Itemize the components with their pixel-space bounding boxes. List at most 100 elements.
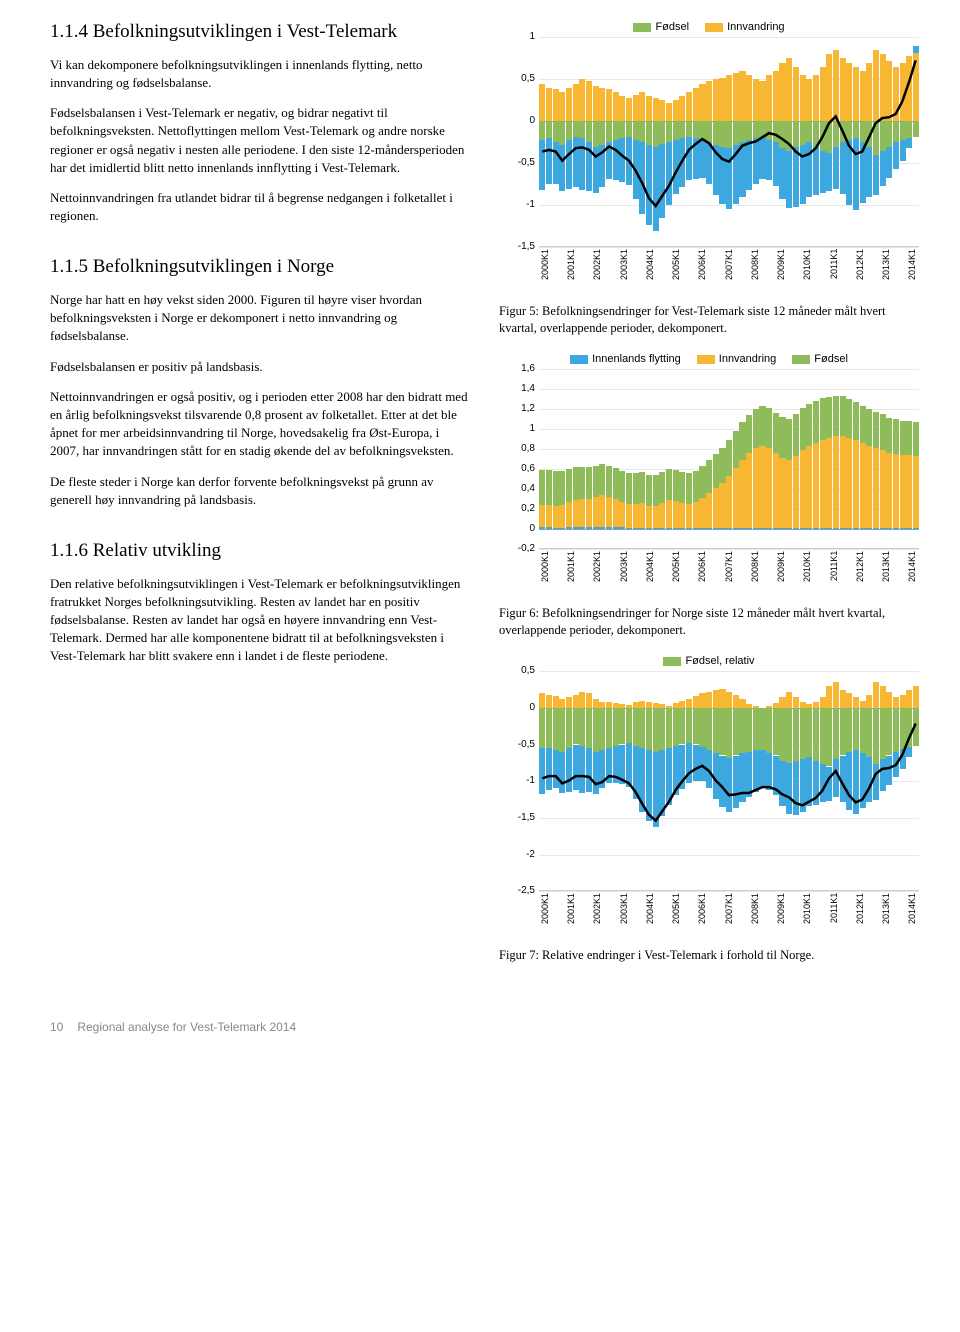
bar-segment — [586, 499, 592, 527]
bar-segment — [699, 747, 705, 781]
bar-segment — [693, 528, 699, 529]
bar-column — [559, 369, 565, 548]
bar-column — [593, 37, 599, 246]
bar-segment — [853, 402, 859, 440]
bar-segment — [539, 708, 545, 748]
bar-segment — [739, 753, 745, 802]
bar-segment — [766, 708, 772, 753]
bar-segment — [913, 121, 919, 136]
bar-column — [853, 671, 859, 890]
bar-column — [733, 369, 739, 548]
bar-column — [840, 369, 846, 548]
bar-segment — [800, 145, 806, 204]
bar-segment — [606, 142, 612, 180]
bar-segment — [873, 50, 879, 121]
bar-segment — [786, 763, 792, 814]
x-label: 2005K1 — [670, 551, 683, 597]
bar-segment — [893, 752, 899, 777]
bar-segment — [633, 528, 639, 529]
legend-item: Fødsel — [633, 20, 689, 35]
legend-swatch — [697, 355, 715, 364]
bar-column — [800, 369, 806, 548]
bar-segment — [873, 155, 879, 195]
bar-segment — [579, 467, 585, 499]
bar-column — [800, 671, 806, 890]
bar-column — [833, 369, 839, 548]
bar-segment — [806, 528, 812, 529]
bar-column — [866, 369, 872, 548]
bar-segment — [820, 398, 826, 440]
bar-segment — [599, 750, 605, 788]
bar-segment — [706, 493, 712, 528]
bar-segment — [800, 75, 806, 121]
bar-segment — [719, 689, 725, 708]
bar-column — [673, 369, 679, 548]
bar-segment — [739, 142, 745, 197]
bar-segment — [626, 528, 632, 529]
bar-segment — [579, 138, 585, 190]
bar-segment — [733, 431, 739, 468]
left-column: 1.1.4 Befolkningsutviklingen i Vest-Tele… — [50, 20, 471, 979]
bar-segment — [739, 708, 745, 753]
x-label: 2008K1 — [749, 893, 762, 939]
bar-segment — [546, 748, 552, 790]
bar-segment — [900, 63, 906, 122]
bar-column — [553, 369, 559, 548]
bar-segment — [893, 697, 899, 708]
bar-segment — [566, 527, 572, 529]
bar-segment — [860, 528, 866, 529]
bar-segment — [906, 708, 912, 747]
x-label — [766, 551, 771, 597]
bar-column — [753, 369, 759, 548]
bar-segment — [719, 448, 725, 483]
bar-segment — [566, 748, 572, 792]
x-label — [871, 551, 876, 597]
bar-segment — [793, 708, 799, 761]
bar-segment — [546, 695, 552, 708]
bar-segment — [559, 699, 565, 708]
bar-segment — [713, 121, 719, 145]
x-label: 2004K1 — [644, 249, 657, 295]
bar-segment — [846, 140, 852, 206]
bar-segment — [679, 96, 685, 121]
bar-segment — [860, 708, 866, 753]
x-label — [709, 893, 714, 939]
bar-column — [893, 369, 899, 548]
bar-segment — [619, 708, 625, 745]
bar-column — [853, 369, 859, 548]
x-label: 2013K1 — [880, 551, 893, 597]
bar-segment — [773, 71, 779, 121]
bar-column — [713, 37, 719, 246]
bar-column — [606, 37, 612, 246]
bar-segment — [753, 448, 759, 528]
bar-column — [793, 671, 799, 890]
bar-column — [633, 369, 639, 548]
bar-segment — [619, 527, 625, 529]
bar-segment — [753, 79, 759, 121]
bar-segment — [646, 121, 652, 145]
bar-segment — [593, 752, 599, 794]
bar-segment — [853, 138, 859, 209]
bar-segment — [826, 686, 832, 708]
bar-column — [826, 37, 832, 246]
bar-segment — [726, 440, 732, 476]
bar-segment — [900, 140, 906, 161]
bar-segment — [559, 528, 565, 529]
bar-segment — [866, 121, 872, 146]
bar-segment — [693, 745, 699, 782]
bar-segment — [706, 460, 712, 493]
bar-column — [813, 671, 819, 890]
bar-column — [846, 37, 852, 246]
bar-segment — [913, 53, 919, 122]
bar-segment — [606, 466, 612, 497]
bar-segment — [686, 699, 692, 708]
x-label: 2006K1 — [696, 893, 709, 939]
bar-segment — [826, 708, 832, 767]
bar-column — [739, 37, 745, 246]
bar-segment — [860, 443, 866, 528]
bar-segment — [686, 743, 692, 783]
bar-segment — [800, 450, 806, 528]
bar-segment — [786, 121, 792, 150]
bar-segment — [779, 697, 785, 708]
bar-segment — [686, 121, 692, 136]
